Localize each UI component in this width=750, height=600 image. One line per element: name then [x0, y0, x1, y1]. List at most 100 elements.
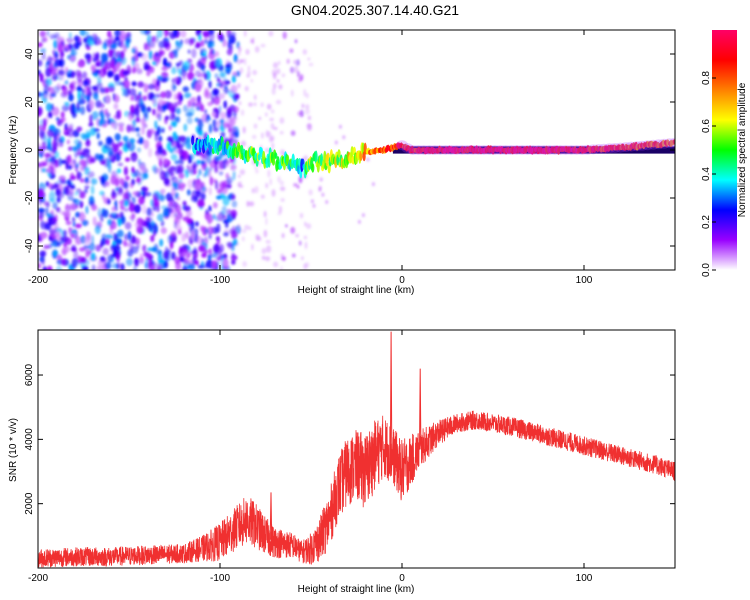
noise-blob — [48, 236, 53, 241]
noise-blob — [51, 229, 58, 239]
noise-blob — [182, 104, 189, 113]
noise-blob — [237, 174, 241, 178]
ridge-halo — [581, 144, 594, 155]
noise-blob — [62, 185, 70, 195]
noise-blob — [301, 103, 305, 109]
ridge-cell — [314, 150, 318, 165]
ridge-halo — [663, 138, 675, 149]
noise-blob — [310, 199, 314, 204]
noise-blob — [174, 160, 181, 165]
noise-blob — [361, 213, 365, 218]
noise-blob — [124, 76, 128, 82]
noise-blob — [243, 58, 247, 66]
noise-blob — [260, 43, 266, 48]
noise-blob — [84, 85, 89, 94]
noise-blob — [164, 90, 172, 99]
noise-blob — [60, 258, 67, 266]
noise-blob — [191, 220, 194, 230]
noise-blob — [197, 95, 201, 103]
noise-blob — [88, 84, 92, 93]
noise-blob — [131, 119, 137, 128]
noise-blob — [282, 31, 287, 40]
noise-blob — [80, 106, 86, 115]
noise-blob — [77, 61, 85, 68]
noise-blob — [172, 30, 178, 38]
noise-blob — [176, 164, 184, 173]
noise-blob — [110, 59, 115, 70]
noise-blob — [82, 148, 90, 154]
y-tick-label: 40 — [24, 48, 35, 60]
noise-blob — [44, 83, 50, 92]
noise-blob — [271, 87, 276, 95]
noise-blob — [107, 30, 112, 38]
noise-blob — [201, 252, 207, 258]
noise-blob — [74, 163, 80, 169]
noise-blob — [194, 79, 198, 85]
noise-blob — [117, 229, 124, 238]
noise-blob — [50, 209, 55, 216]
noise-blob — [76, 255, 83, 264]
noise-blob — [113, 249, 117, 256]
noise-blob — [148, 65, 155, 74]
noise-blob — [55, 266, 63, 270]
noise-blob — [270, 122, 275, 130]
noise-blob — [76, 143, 82, 150]
noise-blob — [84, 53, 92, 60]
noise-blob — [204, 109, 207, 115]
noise-blob — [107, 218, 113, 226]
noise-blob — [248, 226, 252, 231]
noise-blob — [291, 253, 296, 258]
noise-blob — [71, 244, 77, 251]
noise-blob — [123, 167, 128, 175]
noise-blob — [185, 111, 193, 118]
ridge-halo — [396, 140, 408, 151]
noise-blob — [38, 59, 43, 67]
noise-blob — [299, 212, 304, 219]
noise-blob — [125, 175, 130, 181]
noise-blob — [66, 155, 72, 166]
noise-blob — [56, 133, 61, 142]
noise-blob — [293, 183, 298, 187]
noise-blob — [56, 196, 61, 203]
noise-blob — [67, 165, 73, 170]
noise-blob — [116, 110, 120, 119]
noise-blob — [187, 49, 191, 54]
noise-blob — [215, 57, 223, 68]
noise-blob — [216, 195, 222, 200]
noise-blob — [285, 224, 288, 228]
noise-blob — [99, 190, 105, 196]
noise-blob — [224, 67, 231, 74]
noise-blob — [70, 232, 75, 239]
noise-blob — [279, 180, 284, 186]
noise-blob — [248, 102, 253, 107]
noise-blob — [231, 200, 238, 208]
noise-blob — [89, 157, 96, 163]
noise-blob — [68, 226, 72, 234]
noise-blob — [57, 157, 62, 167]
ridge-cell — [191, 135, 195, 146]
noise-blob — [215, 236, 220, 242]
noise-blob — [217, 252, 223, 261]
noise-blob — [222, 258, 229, 268]
noise-blob — [242, 126, 246, 134]
noise-blob — [68, 188, 74, 196]
noise-blob — [93, 72, 98, 78]
noise-blob — [173, 49, 178, 59]
noise-blob — [100, 241, 104, 248]
ridge-halo — [669, 137, 675, 148]
x-tick-label: 0 — [399, 275, 405, 286]
noise-blob — [117, 122, 125, 127]
noise-blob — [111, 194, 116, 200]
noise-blob — [76, 172, 80, 181]
noise-blob — [334, 140, 338, 145]
noise-blob — [269, 178, 273, 186]
noise-blob — [239, 169, 246, 176]
noise-blob — [229, 31, 236, 38]
noise-blob — [187, 100, 192, 108]
noise-blob — [127, 230, 132, 240]
noise-blob — [87, 152, 91, 158]
noise-blob — [97, 75, 102, 84]
noise-blob — [151, 246, 157, 252]
noise-blob — [304, 241, 308, 250]
noise-blob — [306, 223, 312, 230]
